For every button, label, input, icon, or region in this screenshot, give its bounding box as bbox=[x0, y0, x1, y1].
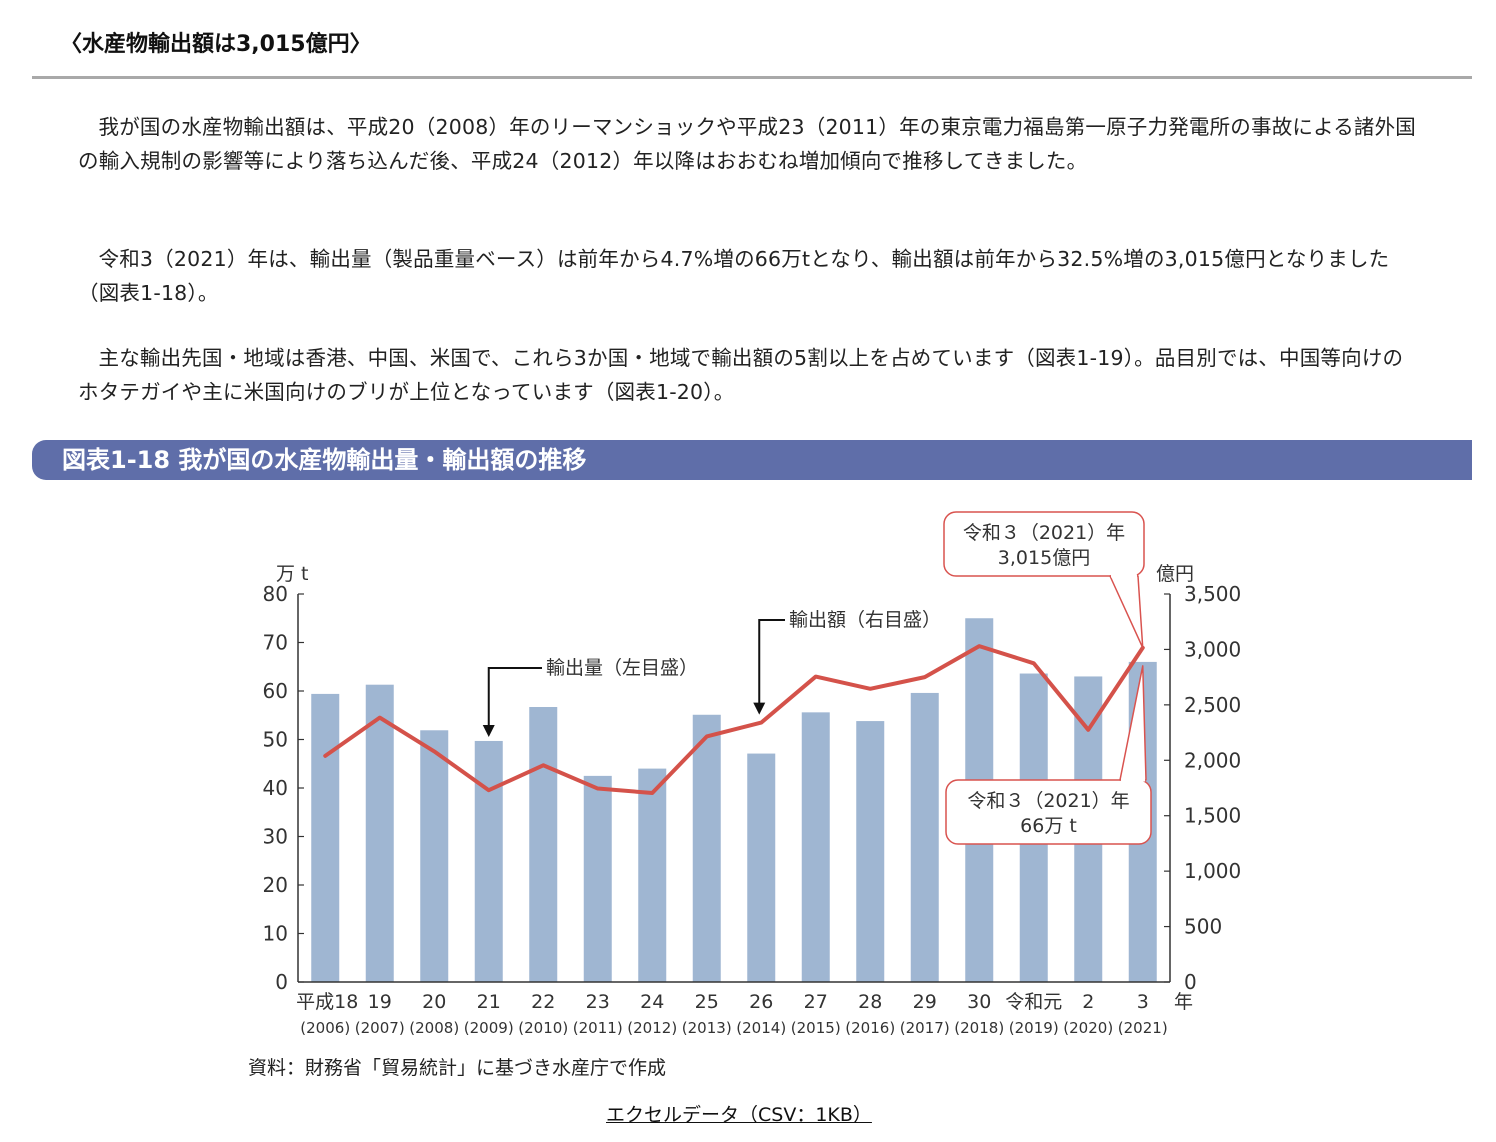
x-tick-label-year: (2009) bbox=[464, 1019, 514, 1037]
x-tick-label-year: (2017) bbox=[900, 1019, 950, 1037]
bar-export-volume bbox=[910, 692, 939, 982]
right-tick-label: 500 bbox=[1184, 915, 1222, 939]
x-tick-label: 令和元 bbox=[1005, 991, 1062, 1013]
line-export-value bbox=[323, 644, 1145, 795]
bar-export-volume bbox=[856, 721, 885, 982]
x-tick-label-year: (2015) bbox=[791, 1019, 841, 1037]
right-tick-label: 2,000 bbox=[1184, 748, 1241, 772]
right-tick-label: 1,000 bbox=[1184, 859, 1241, 883]
x-tick-label-year: (2016) bbox=[845, 1019, 895, 1037]
csv-download-link[interactable]: エクセルデータ（CSV：1KB） bbox=[606, 1104, 872, 1126]
x-tick-label: 30 bbox=[967, 991, 991, 1013]
paragraph-3: 主な輸出先国・地域は香港、中国、米国で、これら3か国・地域で輸出額の5割以上を占… bbox=[78, 346, 1404, 404]
bar-export-volume bbox=[474, 740, 503, 982]
callout-value-line2: 3,015億円 bbox=[998, 547, 1090, 569]
right-tick-label: 2,500 bbox=[1184, 693, 1241, 717]
x-tick-label: 20 bbox=[422, 991, 446, 1013]
x-tick-label: 2 bbox=[1082, 991, 1094, 1013]
left-tick-label: 20 bbox=[263, 873, 288, 897]
callout-volume-line1: 令和３（2021）年 bbox=[967, 790, 1129, 812]
right-tick-label: 3,500 bbox=[1184, 582, 1241, 606]
x-tick-label-year: (2019) bbox=[1009, 1019, 1059, 1037]
bar-export-volume bbox=[420, 730, 449, 982]
x-tick-label: 19 bbox=[368, 991, 392, 1013]
x-tick-label-year: (2010) bbox=[518, 1019, 568, 1037]
left-tick-label: 30 bbox=[263, 825, 288, 849]
figure-title: 図表1-18 我が国の水産物輸出量・輸出額の推移 bbox=[62, 446, 587, 474]
right-tick-label: 0 bbox=[1184, 970, 1197, 994]
x-tick-label: 22 bbox=[531, 991, 555, 1013]
bar-export-volume bbox=[638, 768, 667, 982]
x-tick-label-year: (2012) bbox=[627, 1019, 677, 1037]
bar-export-volume bbox=[801, 712, 830, 982]
series-label-value-arrowhead bbox=[753, 702, 766, 715]
x-tick-label: 29 bbox=[913, 991, 937, 1013]
left-tick-label: 60 bbox=[263, 679, 288, 703]
x-tick-label: 23 bbox=[586, 991, 610, 1013]
figure-banner: 図表1-18 我が国の水産物輸出量・輸出額の推移 bbox=[32, 440, 1472, 480]
bar-export-volume bbox=[692, 714, 721, 982]
callout-volume-box bbox=[945, 779, 1152, 845]
x-tick-label-year: (2020) bbox=[1063, 1019, 1113, 1037]
x-axis-unit: 年 bbox=[1174, 991, 1193, 1013]
series-label-value: 輸出額（右目盛） bbox=[789, 609, 941, 631]
left-axis-unit: 万 t bbox=[276, 563, 309, 585]
x-tick-label-year: (2018) bbox=[954, 1019, 1004, 1037]
x-tick-label: 3 bbox=[1137, 991, 1149, 1013]
left-tick-label: 70 bbox=[263, 631, 288, 655]
left-tick-label: 0 bbox=[275, 970, 288, 994]
section-title: 〈水産物輸出額は3,015億円〉 bbox=[60, 32, 372, 57]
x-tick-label-year: (2006) bbox=[300, 1019, 350, 1037]
callout-value-line1: 令和３（2021）年 bbox=[963, 522, 1125, 544]
right-tick-label: 1,500 bbox=[1184, 804, 1241, 828]
left-tick-label: 40 bbox=[263, 776, 288, 800]
source-note: 資料：財務省「貿易統計」に基づき水産庁で作成 bbox=[248, 1057, 667, 1079]
left-tick-label: 80 bbox=[263, 582, 288, 606]
x-tick-label: 平成18 bbox=[296, 991, 358, 1013]
x-tick-label: 24 bbox=[640, 991, 664, 1013]
series-label-volume-leader bbox=[487, 667, 542, 727]
x-tick-label-year: (2021) bbox=[1118, 1019, 1168, 1037]
bar-export-volume bbox=[529, 707, 558, 982]
left-tick-label: 50 bbox=[263, 728, 288, 752]
title-divider bbox=[32, 76, 1472, 79]
paragraph-2: 令和3（2021）年は、輸出量（製品重量ベース）は前年から4.7%増の66万tと… bbox=[78, 247, 1390, 305]
bar-export-volume bbox=[365, 684, 394, 982]
x-tick-label-year: (2013) bbox=[682, 1019, 732, 1037]
x-tick-label: 27 bbox=[804, 991, 828, 1013]
callout-value-box bbox=[943, 511, 1145, 577]
x-tick-label: 25 bbox=[695, 991, 719, 1013]
left-tick-label: 10 bbox=[263, 922, 288, 946]
x-tick-label-year: (2014) bbox=[736, 1019, 786, 1037]
right-tick-label: 3,000 bbox=[1184, 637, 1241, 661]
series-label-volume-arrowhead bbox=[482, 724, 495, 737]
x-tick-label: 26 bbox=[749, 991, 773, 1013]
bar-export-volume bbox=[583, 775, 612, 982]
x-tick-label: 21 bbox=[477, 991, 501, 1013]
paragraph-1: 我が国の水産物輸出額は、平成20（2008）年のリーマンショックや平成23（20… bbox=[78, 115, 1416, 173]
series-label-volume: 輸出量（左目盛） bbox=[546, 657, 698, 679]
callout-volume-line2: 66万 t bbox=[1020, 815, 1077, 837]
series-label-value-leader bbox=[758, 619, 785, 705]
bar-export-volume bbox=[311, 693, 340, 982]
x-tick-label-year: (2007) bbox=[355, 1019, 405, 1037]
right-axis-unit: 億円 bbox=[1156, 563, 1194, 585]
x-tick-label: 28 bbox=[858, 991, 882, 1013]
callout-value-tail bbox=[1109, 575, 1144, 649]
x-tick-label-year: (2008) bbox=[409, 1019, 459, 1037]
x-tick-label-year: (2011) bbox=[573, 1019, 623, 1037]
bar-export-volume bbox=[747, 753, 776, 982]
